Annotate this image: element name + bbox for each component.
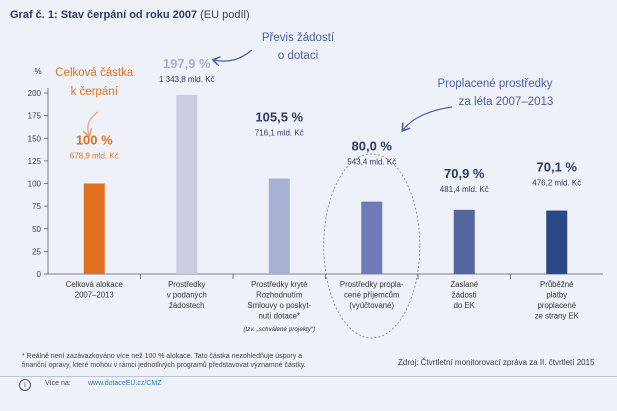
bottom-bar: i Více na: www.dotaceEU.cz/CMZ [0, 376, 617, 392]
annotation-oversubscription-line1: Převis žádostí [262, 32, 335, 44]
y-tick-label: 0 [37, 270, 42, 279]
bar-1 [83, 183, 105, 274]
value-label-6: 70,1 % [537, 160, 578, 175]
amount-label-6: 476,2 mld. Kč [532, 179, 581, 188]
chart-title-bold: Graf č. 1: Stav čerpání od roku 2007 [10, 9, 198, 21]
x-category-label: Prostředky [168, 280, 205, 289]
x-category-label: Průběžné [540, 280, 573, 289]
source-note: Zdroj: Čtvrtletní monitorovací zpráva za… [398, 358, 595, 367]
more-label: Více na: [45, 380, 71, 387]
x-category-label: platby [546, 291, 567, 300]
chart-title: Graf č. 1: Stav čerpání od roku 2007 (EU… [10, 9, 250, 21]
amount-label-3: 716,1 mld. Kč [255, 129, 304, 138]
annotation-oversubscription-arrow [214, 49, 253, 61]
x-category-label: (vyúčtované) [349, 301, 394, 310]
amount-label-1: 678,9 mld. Kč [70, 152, 119, 161]
annotation-total-arrow [88, 111, 99, 135]
annotation-total-line1: Celková částka [55, 67, 134, 79]
y-tick-label: 25 [32, 247, 41, 256]
x-category-label: žádosti [452, 291, 477, 300]
x-category-label: Prostředky kryté [251, 280, 307, 289]
info-icon: i [19, 379, 31, 391]
y-axis-unit-label: % [34, 67, 41, 76]
amount-label-5: 481,4 mld. Kč [440, 185, 489, 194]
amount-label-2: 1 343,8 mld. Kč [159, 75, 215, 84]
chart-title-rest: (EU podíl) [197, 9, 250, 21]
x-category-label: Celková alokace [66, 280, 123, 289]
amount-label-4: 543,4 mld. Kč [347, 158, 396, 167]
annotation-oversubscription-line2: o dotaci [278, 50, 318, 62]
y-tick-label: 100 [28, 180, 42, 189]
bar-4 [361, 201, 383, 274]
highlight-ellipse [323, 153, 421, 339]
x-category-label: Zaslané [450, 280, 478, 289]
x-category-label: 2007–2013 [75, 291, 114, 300]
bar-3 [268, 178, 290, 274]
value-label-1: 100 % [76, 133, 113, 148]
x-category-label: Prostředky propla- [340, 280, 404, 289]
x-category-label: ze strany EK [535, 312, 580, 321]
y-tick-label: 200 [28, 89, 42, 98]
bar-5 [453, 209, 475, 274]
value-label-3: 105,5 % [255, 110, 303, 125]
x-category-label: do EK [454, 301, 476, 310]
x-category-label: cené příjemcům [344, 291, 399, 300]
y-tick-label: 150 [28, 134, 42, 143]
annotation-reimbursed-line2: za léta 2007–2013 [459, 96, 554, 108]
x-category-label: žádostech [169, 301, 205, 310]
footnote: * Reálně není zazávazkováno více než 100… [22, 353, 306, 369]
x-category-label: nutí dotace* [258, 312, 300, 321]
y-tick-label: 50 [32, 225, 41, 234]
x-category-label: v podaných [167, 291, 207, 300]
annotation-total-line2: k čerpání [71, 86, 119, 98]
y-tick-label: 75 [32, 202, 41, 211]
x-category-note: (tzv. „schválené projekty“) [243, 326, 315, 333]
y-tick-label: 125 [28, 157, 42, 166]
bar-2 [176, 94, 198, 274]
value-label-4: 80,0 % [352, 139, 393, 154]
annotation-reimbursed-arrow [403, 106, 453, 130]
x-category-label: Rozhodnutím [256, 291, 302, 300]
value-label-5: 70,9 % [444, 166, 485, 181]
x-category-label: proplacené [537, 301, 576, 310]
value-label-2: 197,9 % [163, 56, 211, 71]
more-link[interactable]: www.dotaceEU.cz/CMZ [88, 380, 162, 387]
bar-6 [546, 210, 568, 274]
x-category-label: Smlouvy o poskyt- [247, 301, 311, 310]
annotation-reimbursed-line1: Proplacené prostředky [437, 78, 552, 90]
y-tick-label: 175 [28, 112, 42, 121]
